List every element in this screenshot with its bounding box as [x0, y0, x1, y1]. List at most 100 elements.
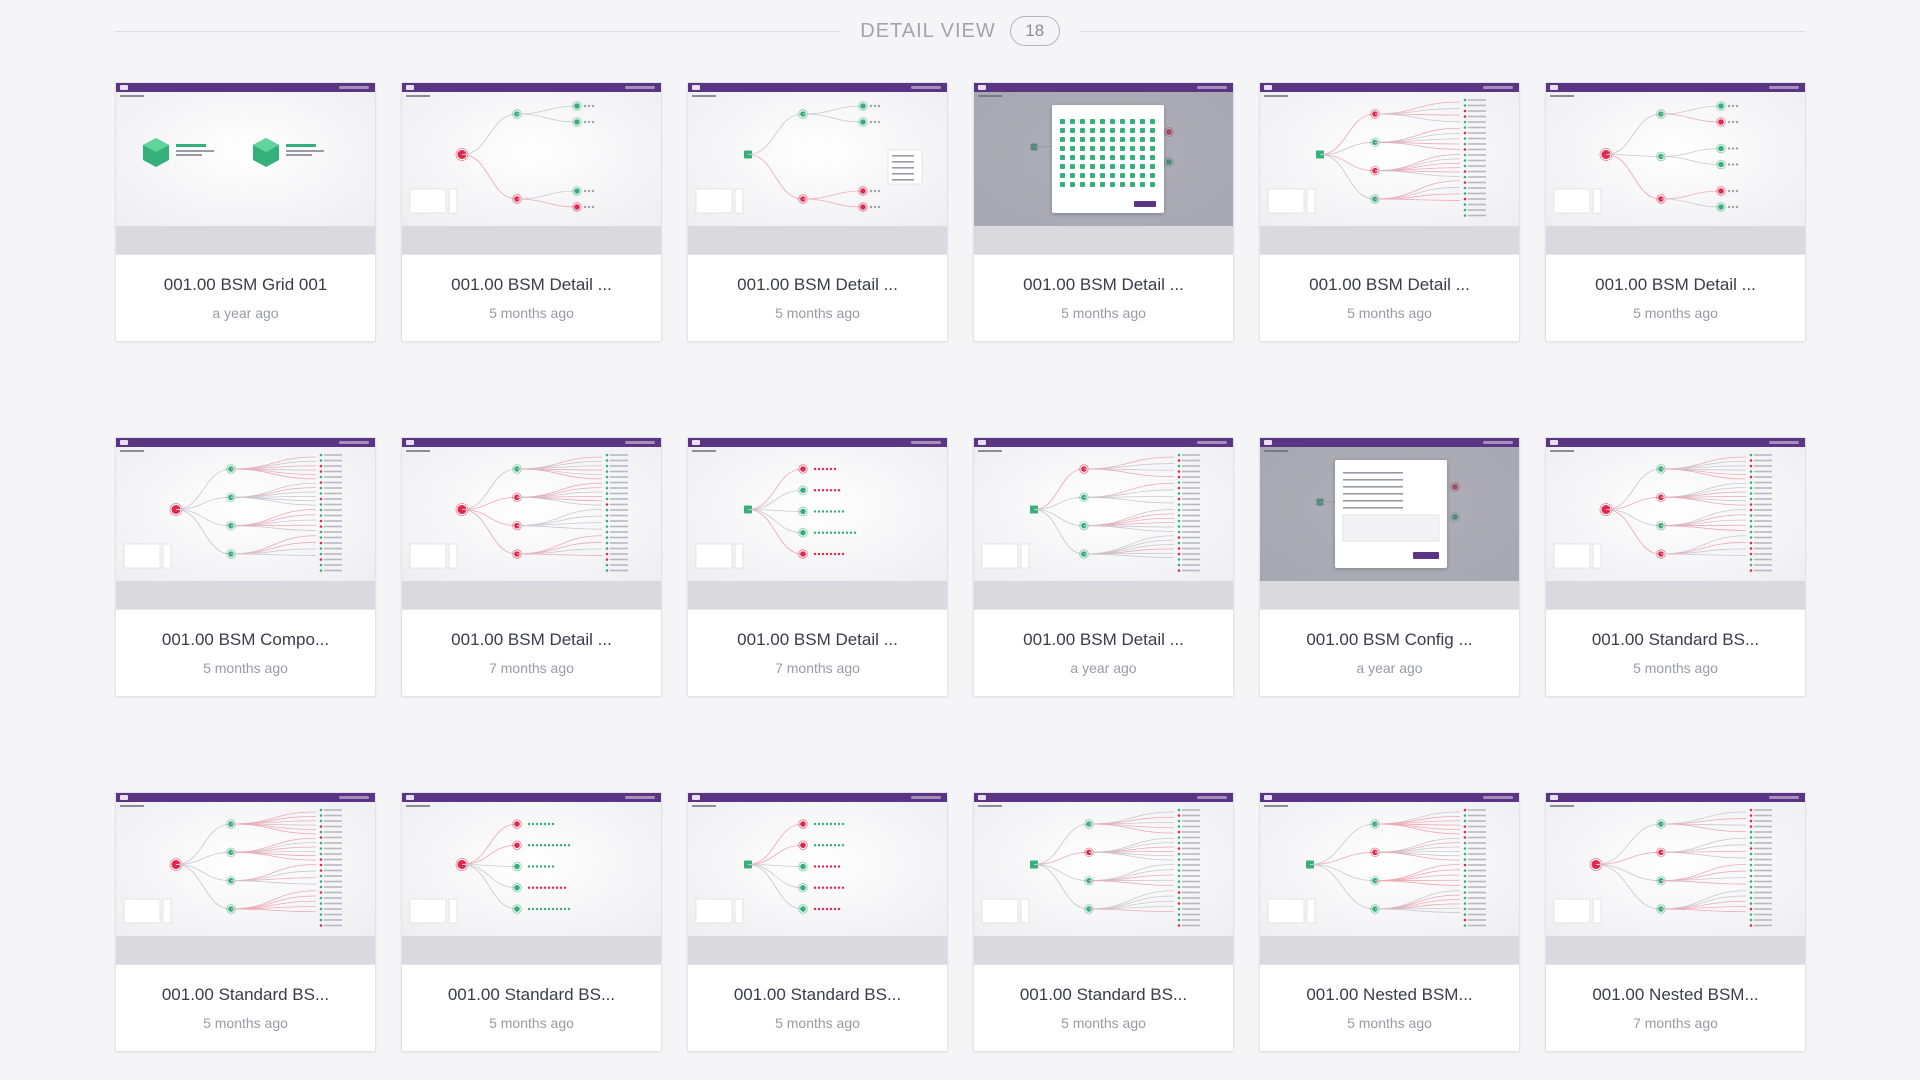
thumbnail-preview[interactable] [402, 83, 661, 255]
preview-footer-band [1260, 226, 1519, 254]
card-body: 001.00 BSM Detail ... 5 months ago [974, 255, 1233, 341]
card-body: 001.00 BSM Detail ... 5 months ago [1260, 255, 1519, 341]
card-timestamp: 7 months ago [775, 660, 860, 676]
card-body: 001.00 BSM Grid 001 a year ago [116, 255, 375, 341]
preview-app-bar [688, 793, 947, 802]
thumbnail-preview[interactable] [688, 438, 947, 610]
thumbnail-preview[interactable] [974, 438, 1233, 610]
preview-modal-dialog [1052, 105, 1164, 213]
preview-graph [692, 450, 857, 569]
card-title[interactable]: 001.00 BSM Detail ... [451, 630, 612, 649]
preview-app-bar [1546, 438, 1805, 447]
preview-app-bar [402, 793, 661, 802]
card-title[interactable]: 001.00 Standard BS... [1591, 630, 1760, 649]
preview-graph [1550, 805, 1772, 927]
preview-app-bar [688, 438, 947, 447]
thumbnail-card[interactable]: 001.00 Standard BS... 5 months ago [115, 792, 376, 1052]
thumbnail-card[interactable]: 001.00 BSM Detail ... 7 months ago [687, 437, 948, 697]
card-body: 001.00 BSM Detail ... 7 months ago [402, 610, 661, 696]
preview-app-bar [402, 83, 661, 92]
card-title[interactable]: 001.00 BSM Detail ... [1023, 630, 1184, 649]
thumbnail-card[interactable]: 001.00 Standard BS... 5 months ago [1545, 437, 1806, 697]
thumbnail-card[interactable]: 001.00 BSM Detail ... 5 months ago [973, 82, 1234, 342]
card-title[interactable]: 001.00 BSM Detail ... [1309, 275, 1470, 294]
thumbnail-card[interactable]: 001.00 BSM Detail ... 5 months ago [687, 82, 948, 342]
preview-graph [692, 805, 845, 924]
preview-footer-band [402, 226, 661, 254]
thumbnail-preview[interactable] [974, 83, 1233, 255]
preview-graph [1264, 805, 1486, 927]
card-body: 001.00 BSM Detail ... 7 months ago [688, 610, 947, 696]
thumbnail-preview[interactable] [974, 793, 1233, 965]
card-title[interactable]: 001.00 BSM Config ... [1306, 630, 1473, 649]
thumbnail-card[interactable]: 001.00 Standard BS... 5 months ago [401, 792, 662, 1052]
thumbnail-preview[interactable] [1260, 83, 1519, 255]
thumbnail-preview[interactable] [1546, 438, 1805, 610]
divider-left [115, 30, 841, 32]
preview-app-bar [1260, 793, 1519, 802]
thumbnail-card[interactable]: 001.00 BSM Grid 001 a year ago [115, 82, 376, 342]
section-title-wrap: DETAIL VIEW 18 [840, 16, 1079, 46]
thumbnail-card[interactable]: 001.00 Standard BS... 5 months ago [687, 792, 948, 1052]
card-body: 001.00 BSM Config ... a year ago [1260, 610, 1519, 696]
preview-graph [1264, 95, 1486, 217]
card-title[interactable]: 001.00 BSM Detail ... [1595, 275, 1756, 294]
preview-graph [406, 450, 628, 572]
thumbnail-card[interactable]: 001.00 BSM Detail ... 5 months ago [401, 82, 662, 342]
thumbnail-preview[interactable] [116, 793, 375, 965]
preview-footer-band [974, 226, 1233, 254]
thumbnail-card[interactable]: 001.00 BSM Detail ... 5 months ago [1259, 82, 1520, 342]
card-body: 001.00 Standard BS... 5 months ago [688, 965, 947, 1051]
card-title[interactable]: 001.00 BSM Detail ... [451, 275, 612, 294]
card-timestamp: 5 months ago [203, 660, 288, 676]
section-title: DETAIL VIEW [860, 19, 996, 42]
preview-graph [692, 95, 923, 214]
card-title[interactable]: 001.00 BSM Detail ... [1023, 275, 1184, 294]
preview-app-bar [974, 793, 1233, 802]
card-title[interactable]: 001.00 Standard BS... [161, 985, 330, 1004]
thumbnail-preview[interactable] [688, 793, 947, 965]
card-title[interactable]: 001.00 Nested BSM... [1306, 985, 1473, 1004]
preview-footer-band [974, 936, 1233, 964]
preview-modal-dialog [1335, 460, 1447, 568]
thumbnail-preview[interactable] [688, 83, 947, 255]
preview-graph [1550, 95, 1739, 214]
thumbnail-card[interactable]: 001.00 BSM Config ... a year ago [1259, 437, 1520, 697]
card-title[interactable]: 001.00 Standard BS... [1019, 985, 1188, 1004]
thumbnail-card[interactable]: 001.00 BSM Detail ... a year ago [973, 437, 1234, 697]
thumbnail-preview[interactable] [116, 438, 375, 610]
thumbnail-preview[interactable] [1546, 83, 1805, 255]
card-body: 001.00 Nested BSM... 7 months ago [1546, 965, 1805, 1051]
card-title[interactable]: 001.00 Standard BS... [733, 985, 902, 1004]
card-timestamp: a year ago [212, 305, 279, 321]
thumbnail-card[interactable]: 001.00 Nested BSM... 5 months ago [1259, 792, 1520, 1052]
thumbnail-card[interactable]: 001.00 Nested BSM... 7 months ago [1545, 792, 1806, 1052]
thumbnail-preview[interactable] [402, 793, 661, 965]
card-title[interactable]: 001.00 BSM Grid 001 [163, 275, 328, 294]
thumbnail-preview[interactable] [1260, 793, 1519, 965]
card-title[interactable]: 001.00 BSM Detail ... [737, 630, 898, 649]
card-title[interactable]: 001.00 Standard BS... [447, 985, 616, 1004]
preview-app-bar [402, 438, 661, 447]
card-timestamp: 5 months ago [1061, 1015, 1146, 1031]
thumbnail-card[interactable]: 001.00 BSM Compo... 5 months ago [115, 437, 376, 697]
thumbnail-preview[interactable] [116, 83, 375, 255]
preview-footer-band [688, 936, 947, 964]
card-title[interactable]: 001.00 BSM Compo... [161, 630, 330, 649]
divider-right [1079, 30, 1805, 32]
card-timestamp: 5 months ago [1633, 660, 1718, 676]
thumbnail-card[interactable]: 001.00 BSM Detail ... 7 months ago [401, 437, 662, 697]
card-title[interactable]: 001.00 Nested BSM... [1592, 985, 1759, 1004]
card-title[interactable]: 001.00 BSM Detail ... [737, 275, 898, 294]
card-timestamp: 5 months ago [489, 305, 574, 321]
thumbnail-preview[interactable] [402, 438, 661, 610]
thumbnail-preview[interactable] [1260, 438, 1519, 610]
preview-app-bar [1260, 438, 1519, 447]
preview-graph [406, 95, 595, 214]
thumbnail-card[interactable]: 001.00 Standard BS... 5 months ago [973, 792, 1234, 1052]
card-body: 001.00 Standard BS... 5 months ago [1546, 610, 1805, 696]
thumbnail-preview[interactable] [1546, 793, 1805, 965]
preview-graph [978, 450, 1200, 572]
preview-footer-band [1546, 936, 1805, 964]
thumbnail-card[interactable]: 001.00 BSM Detail ... 5 months ago [1545, 82, 1806, 342]
